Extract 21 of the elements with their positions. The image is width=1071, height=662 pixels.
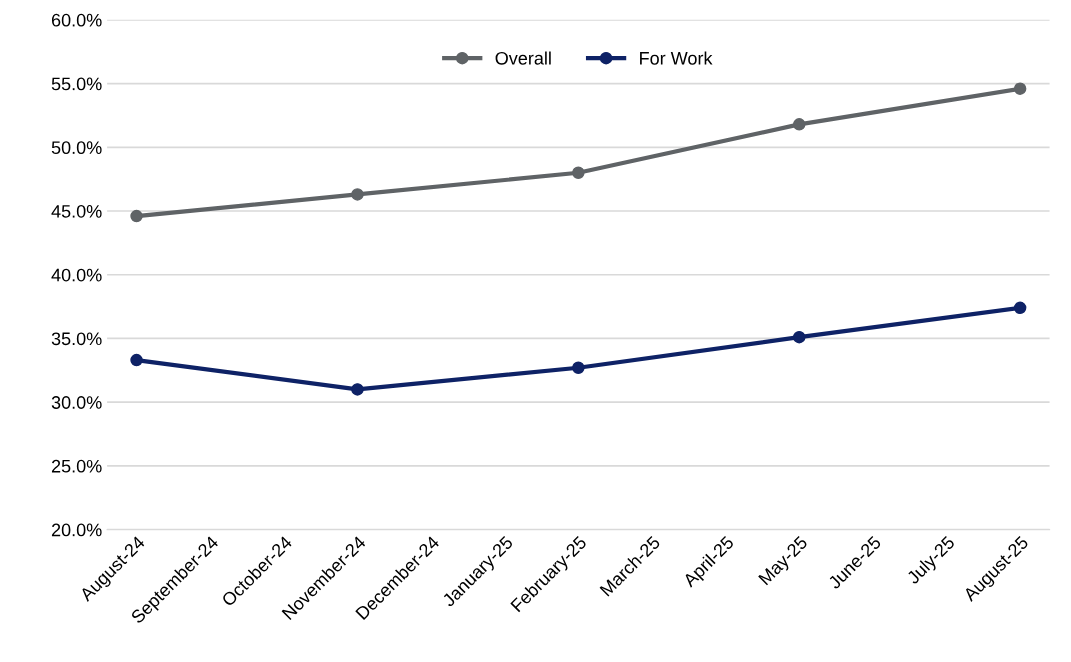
- point: [351, 383, 364, 396]
- y-tick-label: 60.0%: [51, 13, 102, 27]
- point: [572, 361, 585, 375]
- y-tick-label: 40.0%: [51, 268, 102, 282]
- y-tick-label: 55.0%: [51, 77, 102, 91]
- point: [130, 209, 143, 223]
- y-tick-label: 25.0%: [51, 459, 102, 473]
- y-tick-label: 50.0%: [51, 141, 102, 155]
- point: [1013, 301, 1027, 315]
- y-tick-label: 35.0%: [51, 332, 102, 346]
- y-tick-label: 45.0%: [51, 204, 102, 218]
- y-tick-label: 20.0%: [51, 523, 102, 537]
- point: [792, 118, 806, 131]
- point: [792, 330, 806, 344]
- legend-label: For Work: [640, 51, 713, 65]
- point: [572, 166, 585, 180]
- point: [351, 188, 364, 201]
- point: [130, 353, 143, 367]
- point: [1013, 82, 1027, 95]
- legend-label: Overall: [495, 51, 551, 65]
- y-tick-label: 30.0%: [51, 396, 102, 409]
